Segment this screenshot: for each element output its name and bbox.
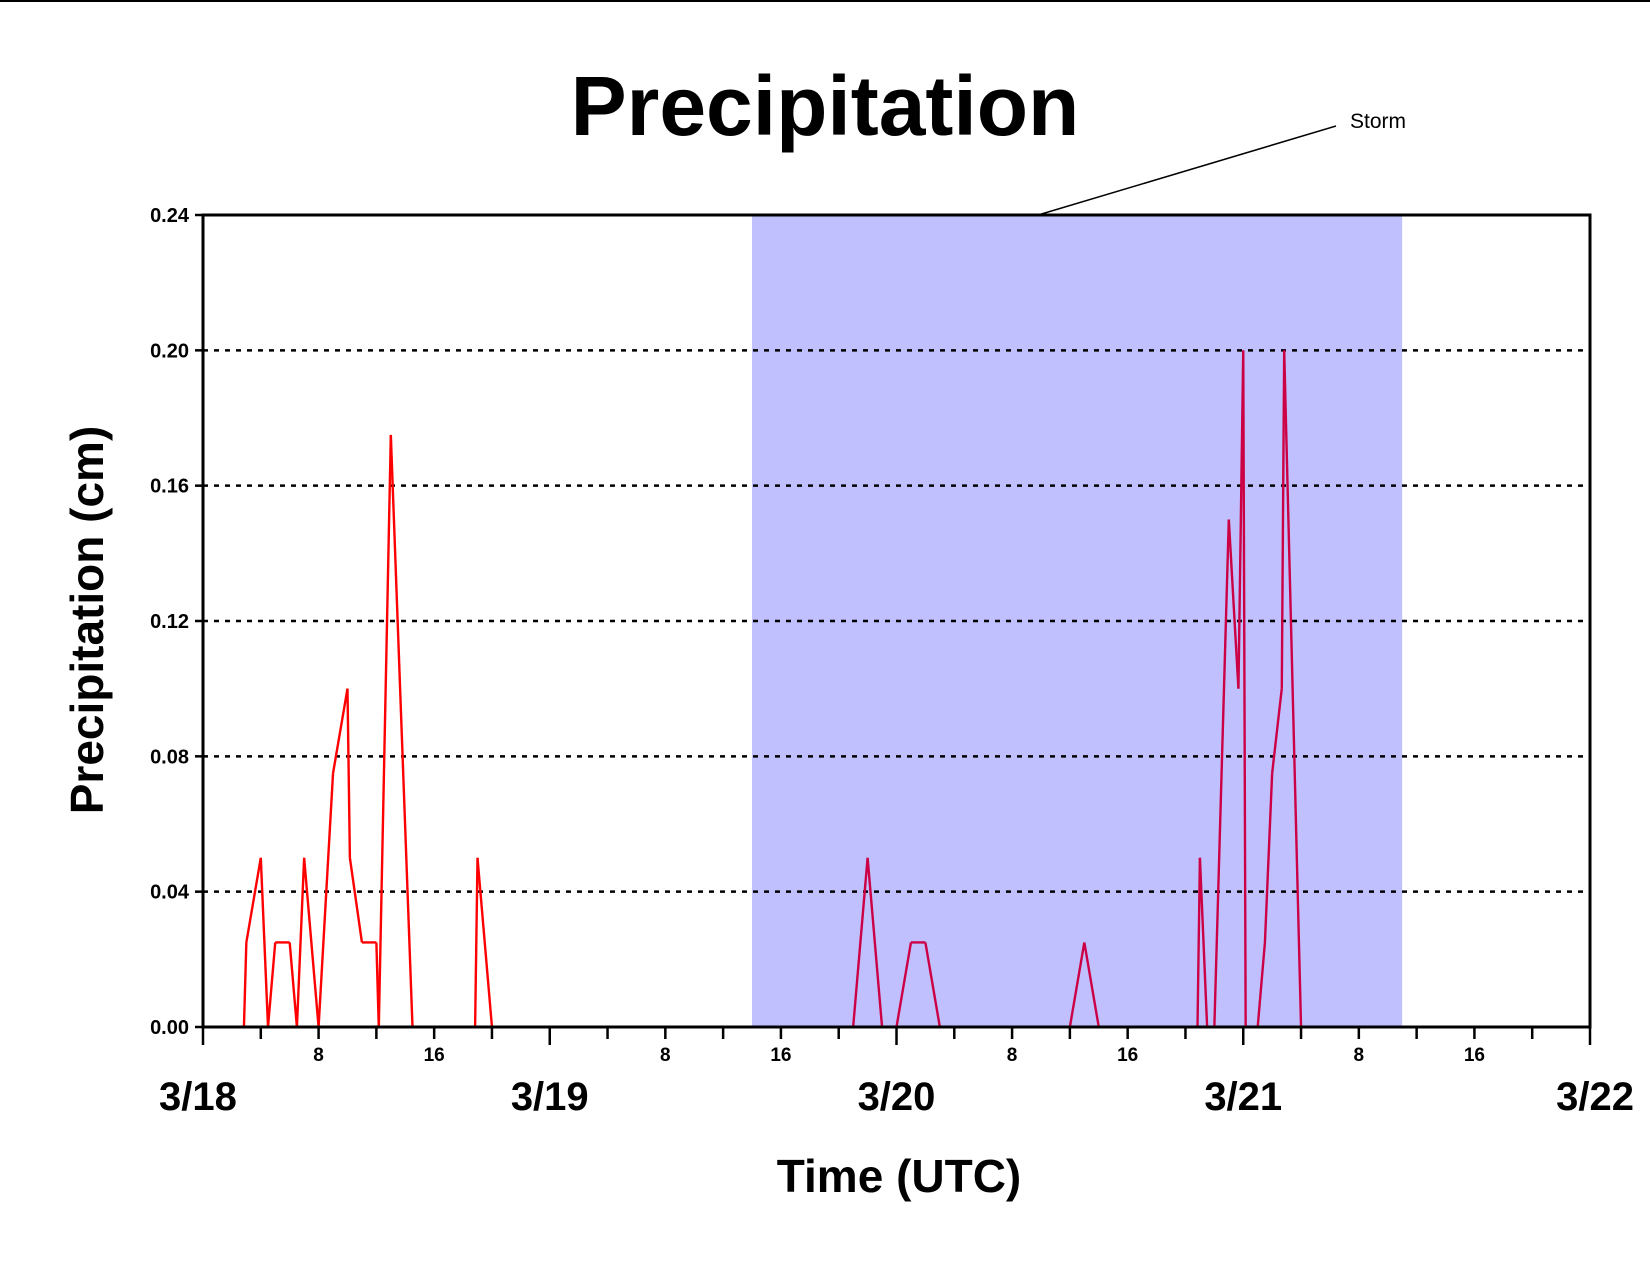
series-segment (895, 942, 913, 1028)
series-segment (245, 857, 262, 943)
top-border-rule (0, 0, 1650, 2)
day-tick-label: 3/21 (1204, 1075, 1282, 1119)
series-segment (348, 857, 364, 943)
series-segment (377, 434, 393, 1028)
series-segment (924, 942, 942, 1028)
x-tick-labels: 8 16 8 16 8 16 8 16 3/18 3/19 3/20 3/21 3/22 (159, 1045, 1634, 1119)
series-segment (1213, 519, 1231, 1028)
hour-tick-label: 16 (1464, 1045, 1485, 1066)
series-segment (266, 942, 277, 1028)
day-tick-label: 3/20 (858, 1075, 936, 1119)
y-tick-label: 0.12 (150, 611, 189, 633)
series-segment (346, 688, 352, 858)
series-segment (1270, 688, 1283, 774)
y-tick-label: 0.04 (150, 882, 190, 904)
storm-annotation: Storm (1037, 110, 1406, 216)
hour-tick-label: 16 (1117, 1045, 1138, 1066)
y-tick-label: 0.20 (150, 340, 189, 362)
series-segment (288, 942, 299, 1028)
series-segment (1227, 519, 1240, 689)
series-segment (473, 857, 479, 1028)
series-segment (476, 857, 494, 1028)
hour-tick-label: 8 (1354, 1045, 1365, 1066)
chart-title: Precipitation (571, 59, 1080, 153)
series-segment (259, 857, 270, 1028)
hour-tick-label: 16 (424, 1045, 445, 1066)
day-tick-label: 3/18 (159, 1075, 237, 1119)
series-segment (1083, 942, 1100, 1028)
series-segment (389, 434, 414, 1028)
y-tick-label: 0.16 (150, 476, 189, 498)
gridlines (203, 349, 1590, 893)
series-segment (317, 773, 335, 1028)
day-tick-label: 3/19 (511, 1075, 589, 1119)
hour-tick-label: 8 (1007, 1045, 1018, 1066)
series-segment (295, 857, 306, 1028)
y-axis-title: Precipitation (cm) (61, 426, 113, 815)
y-tick-labels: 0.00 0.04 0.08 0.12 0.16 0.20 0.24 (150, 205, 190, 1039)
hour-tick-label: 8 (660, 1045, 671, 1066)
hour-tick-label: 8 (313, 1045, 324, 1066)
series-segment (1198, 857, 1209, 1028)
x-axis-title: Time (UTC) (777, 1150, 1022, 1202)
series-segment (331, 688, 349, 774)
series-segment (1068, 942, 1086, 1028)
series-segment (1282, 350, 1303, 1028)
series-segment (866, 857, 884, 1028)
series-segment (1196, 857, 1202, 1028)
y-tick-label: 0.00 (150, 1017, 189, 1039)
axes (195, 213, 1592, 1045)
series-segment (1256, 942, 1267, 1028)
y-tick-label: 0.24 (150, 205, 190, 227)
series-segment (302, 857, 320, 1028)
storm-annotation-leader (1037, 125, 1337, 216)
day-tick-label: 3/22 (1556, 1075, 1634, 1119)
hour-tick-label: 16 (770, 1045, 791, 1066)
y-tick-label: 0.08 (150, 746, 189, 768)
series-segment (1263, 773, 1274, 943)
series-segment (242, 942, 248, 1028)
series-segment (1280, 350, 1286, 689)
series-segment (851, 857, 869, 1028)
series-segment (1242, 350, 1247, 1028)
storm-annotation-label: Storm (1350, 110, 1406, 133)
